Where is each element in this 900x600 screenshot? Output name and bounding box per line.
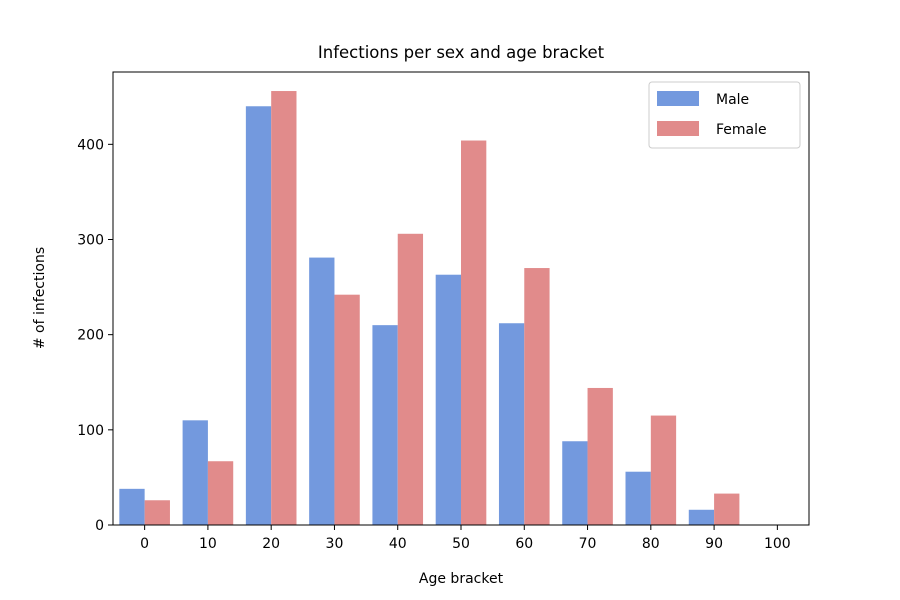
x-tick-label: 20 — [262, 536, 280, 552]
legend-swatch-female — [657, 121, 699, 136]
y-axis: 0 100 200 300 400 — [77, 137, 113, 534]
x-tick-label: 90 — [705, 536, 723, 552]
legend-swatch-male — [657, 91, 699, 106]
legend-label-male: Male — [716, 92, 749, 108]
legend-label-female: Female — [716, 122, 767, 138]
bar-male-50 — [435, 274, 461, 525]
bar-male-70 — [562, 441, 588, 525]
x-tick-label: 40 — [389, 536, 407, 552]
bar-male-40 — [372, 325, 398, 525]
bar-female-30 — [334, 294, 360, 525]
x-tick-label: 30 — [326, 536, 344, 552]
bars-group — [119, 91, 740, 526]
y-axis-label: # of infections — [32, 247, 48, 349]
bar-male-60 — [498, 323, 525, 525]
bar-female-60 — [524, 268, 550, 525]
x-tick-label: 100 — [764, 536, 791, 552]
bar-male-10 — [182, 420, 208, 525]
legend: Male Female — [648, 81, 801, 149]
bar-female-70 — [587, 387, 613, 525]
x-axis: 0 10 20 30 40 50 60 70 80 90 100 — [140, 525, 791, 552]
x-tick-label: 80 — [642, 536, 660, 552]
bar-female-90 — [714, 493, 740, 525]
bar-male-0 — [119, 488, 145, 525]
bar-male-20 — [245, 106, 272, 525]
bar-female-50 — [461, 140, 487, 525]
bar-female-10 — [207, 461, 234, 525]
bar-male-30 — [309, 257, 335, 525]
y-tick-label: 200 — [77, 328, 104, 344]
y-tick-label: 300 — [77, 232, 104, 248]
y-tick-label: 0 — [95, 518, 104, 534]
x-tick-label: 10 — [199, 536, 217, 552]
x-tick-label: 70 — [579, 536, 597, 552]
x-tick-label: 0 — [140, 536, 149, 552]
bar-female-80 — [650, 415, 677, 525]
bar-male-90 — [688, 509, 715, 525]
bar-female-0 — [144, 500, 170, 525]
bar-female-20 — [271, 91, 297, 525]
y-tick-label: 400 — [77, 137, 104, 153]
x-axis-label: Age bracket — [419, 571, 504, 587]
chart-title: Infections per sex and age bracket — [318, 43, 605, 62]
y-tick-label: 100 — [77, 423, 104, 439]
bar-male-80 — [625, 471, 651, 525]
x-tick-label: 60 — [515, 536, 533, 552]
x-tick-label: 50 — [452, 536, 470, 552]
bar-female-40 — [397, 233, 424, 526]
